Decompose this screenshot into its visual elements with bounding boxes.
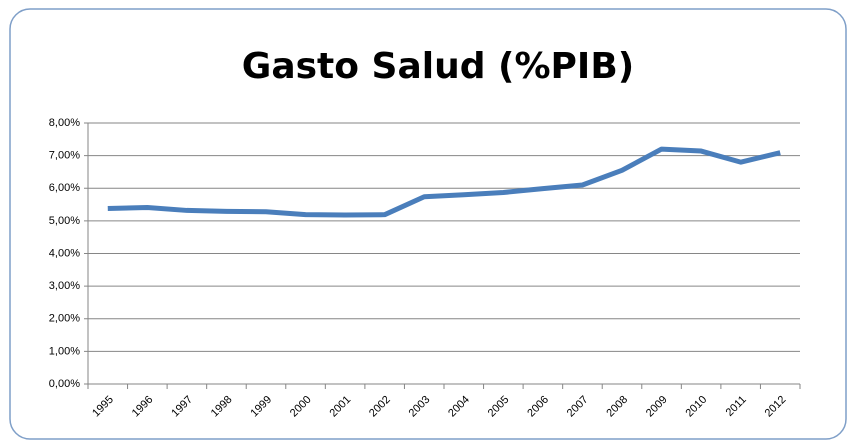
y-tick-label: 3,00%: [49, 280, 80, 292]
y-tick-label: 1,00%: [49, 345, 80, 357]
y-tick-label: 7,00%: [49, 150, 80, 162]
data-line: [107, 146, 781, 218]
chart-title: Gasto Salud (%PIB): [242, 46, 634, 87]
y-tick-label: 2,00%: [49, 313, 80, 325]
y-tick-label: 0,00%: [49, 378, 80, 390]
y-tick-label: 4,00%: [49, 247, 80, 259]
y-tick-label: 6,00%: [49, 182, 80, 194]
chart-frame: [9, 8, 847, 440]
y-tick-label: 5,00%: [49, 215, 80, 227]
y-tick-label: 8,00%: [49, 117, 80, 129]
